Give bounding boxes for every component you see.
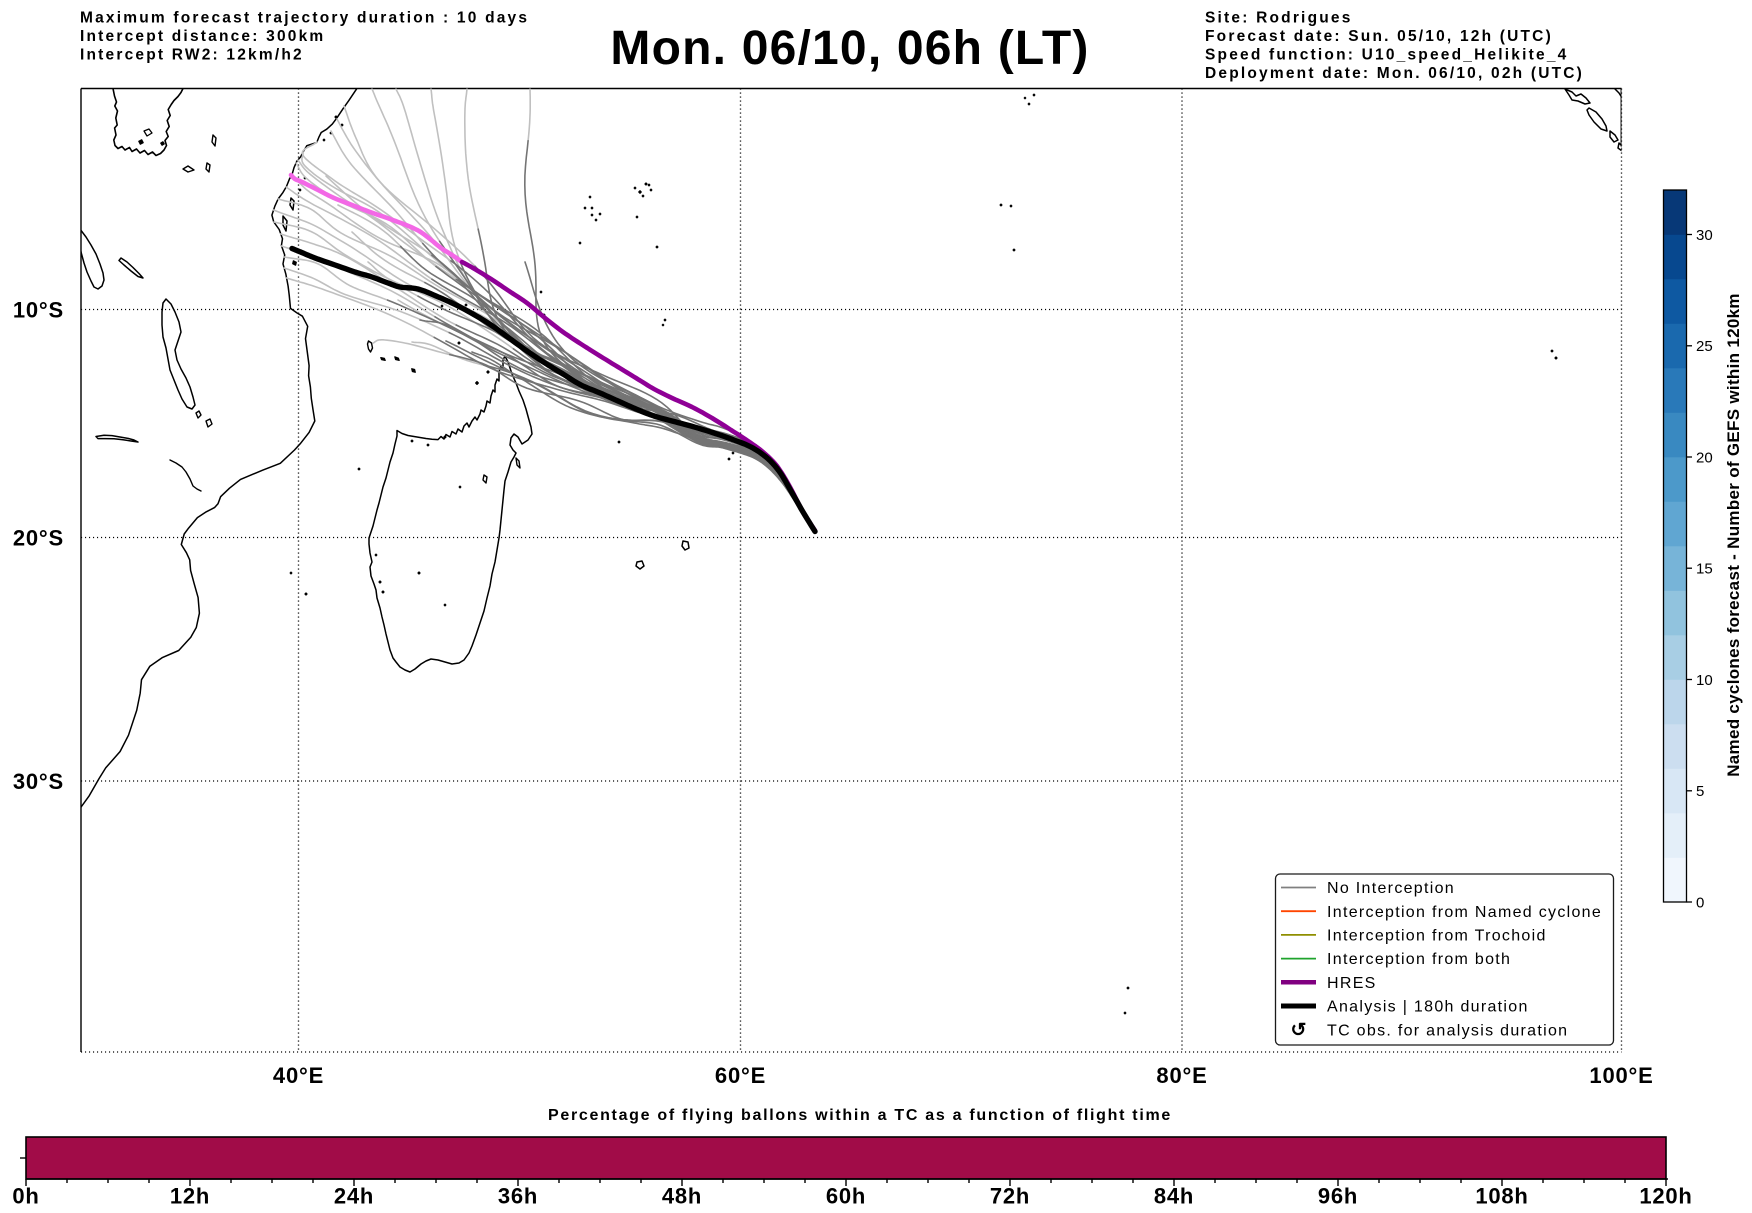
svg-text:Intercept RW2: 12km/h2: Intercept RW2: 12km/h2 xyxy=(80,47,304,64)
svg-text:↺: ↺ xyxy=(1291,1020,1307,1041)
svg-text:10: 10 xyxy=(1696,672,1713,689)
svg-text:Analysis | 180h duration: Analysis | 180h duration xyxy=(1327,999,1529,1016)
svg-text:20°S: 20°S xyxy=(13,526,64,551)
svg-text:36h: 36h xyxy=(498,1184,538,1209)
svg-text:84h: 84h xyxy=(1154,1184,1194,1209)
svg-text:100°E: 100°E xyxy=(1589,1063,1653,1088)
svg-text:30°S: 30°S xyxy=(13,769,64,794)
svg-text:25: 25 xyxy=(1696,338,1713,355)
svg-text:60°E: 60°E xyxy=(715,1063,766,1088)
svg-text:60h: 60h xyxy=(826,1184,866,1209)
svg-text:72h: 72h xyxy=(990,1184,1030,1209)
svg-text:96h: 96h xyxy=(1318,1184,1358,1209)
svg-text:Site: Rodrigues: Site: Rodrigues xyxy=(1205,10,1353,27)
svg-text:Intercept distance: 300km: Intercept distance: 300km xyxy=(80,28,325,45)
svg-text:Speed function: U10_speed_Heli: Speed function: U10_speed_Helikite_4 xyxy=(1205,47,1568,64)
svg-text:TC obs. for analysis duration: TC obs. for analysis duration xyxy=(1327,1022,1568,1039)
svg-text:Interception from Trochoid: Interception from Trochoid xyxy=(1327,928,1547,945)
svg-text:48h: 48h xyxy=(662,1184,702,1209)
svg-text:Forecast date: Sun. 05/10, 12h: Forecast date: Sun. 05/10, 12h (UTC) xyxy=(1205,28,1553,45)
svg-text:No Interception: No Interception xyxy=(1327,880,1455,897)
svg-text:120h: 120h xyxy=(1639,1184,1692,1209)
svg-text:Named cyclones forecast - Numb: Named cyclones forecast - Number of GEFS… xyxy=(1724,293,1743,777)
svg-text:108h: 108h xyxy=(1475,1184,1528,1209)
svg-text:5: 5 xyxy=(1696,783,1704,800)
svg-text:30: 30 xyxy=(1696,227,1713,244)
svg-text:Mon. 06/10, 06h (LT): Mon. 06/10, 06h (LT) xyxy=(610,22,1089,75)
svg-text:Interception from both: Interception from both xyxy=(1327,951,1511,968)
svg-text:HRES: HRES xyxy=(1327,975,1377,992)
svg-text:0h: 0h xyxy=(12,1184,39,1209)
svg-text:15: 15 xyxy=(1696,561,1713,578)
svg-text:Interception from Named cyclon: Interception from Named cyclone xyxy=(1327,904,1602,921)
svg-text:80°E: 80°E xyxy=(1156,1063,1207,1088)
svg-text:Maximum forecast trajectory du: Maximum forecast trajectory duration : 1… xyxy=(80,10,529,27)
svg-text:20: 20 xyxy=(1696,449,1713,466)
svg-text:12h: 12h xyxy=(170,1184,210,1209)
svg-text:10°S: 10°S xyxy=(13,298,64,323)
svg-text:40°E: 40°E xyxy=(273,1063,324,1088)
svg-text:Deployment date: Mon. 06/10, 0: Deployment date: Mon. 06/10, 02h (UTC) xyxy=(1205,65,1584,82)
svg-text:0: 0 xyxy=(1696,894,1704,911)
svg-text:Percentage of flying ballons w: Percentage of flying ballons within a TC… xyxy=(548,1107,1172,1124)
svg-text:24h: 24h xyxy=(334,1184,374,1209)
